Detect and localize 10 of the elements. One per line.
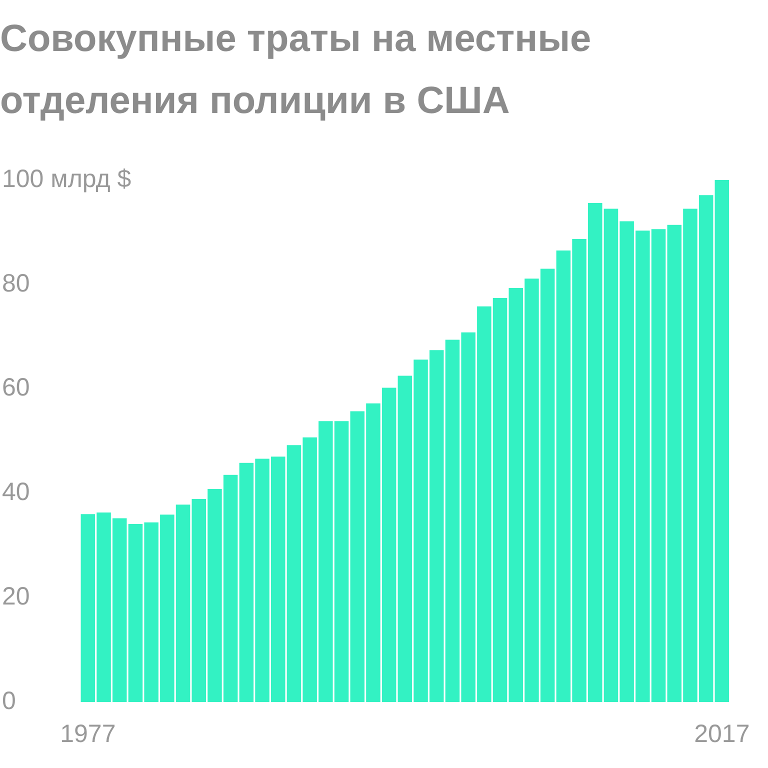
x-tick-label: 1977	[60, 720, 116, 748]
y-tick-label: 80	[2, 269, 30, 298]
y-tick-label: 0	[2, 686, 16, 715]
x-tick-label: 2017	[694, 720, 750, 748]
bar	[714, 180, 730, 702]
y-tick-label: 60	[2, 374, 30, 402]
y-tick-label: 100 млрд $	[2, 164, 132, 193]
y-tick-label: 40	[2, 478, 30, 506]
y-tick-label: 20	[2, 582, 30, 610]
chart-title: Совокупные траты на местные отделения полиции в США	[0, 17, 592, 124]
